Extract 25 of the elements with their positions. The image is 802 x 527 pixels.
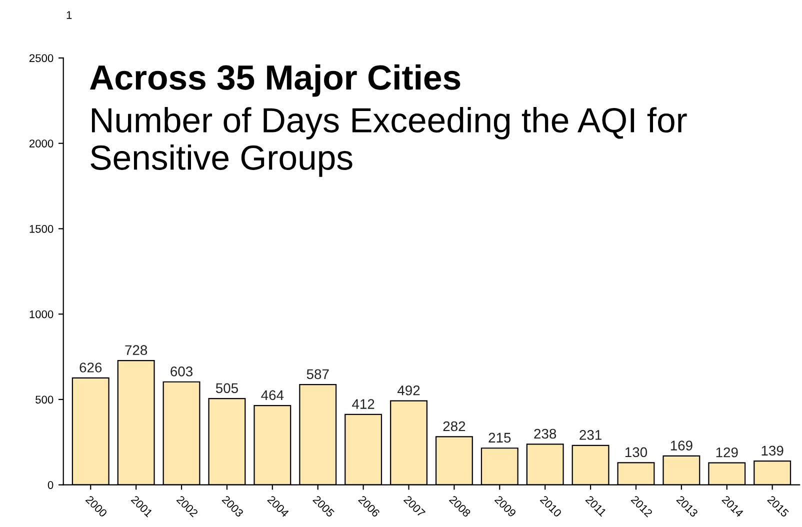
- data-label: 603: [170, 366, 192, 376]
- data-label: 492: [397, 385, 420, 396]
- data-label: 505: [216, 383, 238, 394]
- data-label: 626: [80, 362, 102, 372]
- chart-title: Across 35 Major Cities: [90, 64, 460, 97]
- y-tick-label: 1500: [30, 224, 54, 233]
- y-tick-label: 0: [48, 481, 54, 489]
- data-label: 130: [625, 447, 648, 458]
- data-label: 587: [306, 369, 329, 380]
- data-label: 139: [762, 446, 784, 456]
- data-label: 412: [352, 399, 374, 409]
- data-label: 282: [443, 421, 466, 432]
- text: 1: [66, 11, 72, 19]
- data-label: 169: [670, 440, 692, 450]
- y-tick-label: 2000: [29, 140, 54, 148]
- data-label: 215: [488, 432, 511, 443]
- data-label: 238: [534, 428, 556, 439]
- y-tick-label: 1000: [30, 310, 54, 318]
- y-tick-label: 2500: [29, 54, 54, 62]
- data-label: 464: [261, 390, 284, 400]
- text: Number of Days Exceeding the AQI for Sensitive Groups: [90, 107, 687, 177]
- data-label: 231: [580, 430, 602, 440]
- data-label: 728: [125, 345, 148, 356]
- y-tick-label: 500: [36, 396, 54, 404]
- data-label: 129: [716, 447, 738, 458]
